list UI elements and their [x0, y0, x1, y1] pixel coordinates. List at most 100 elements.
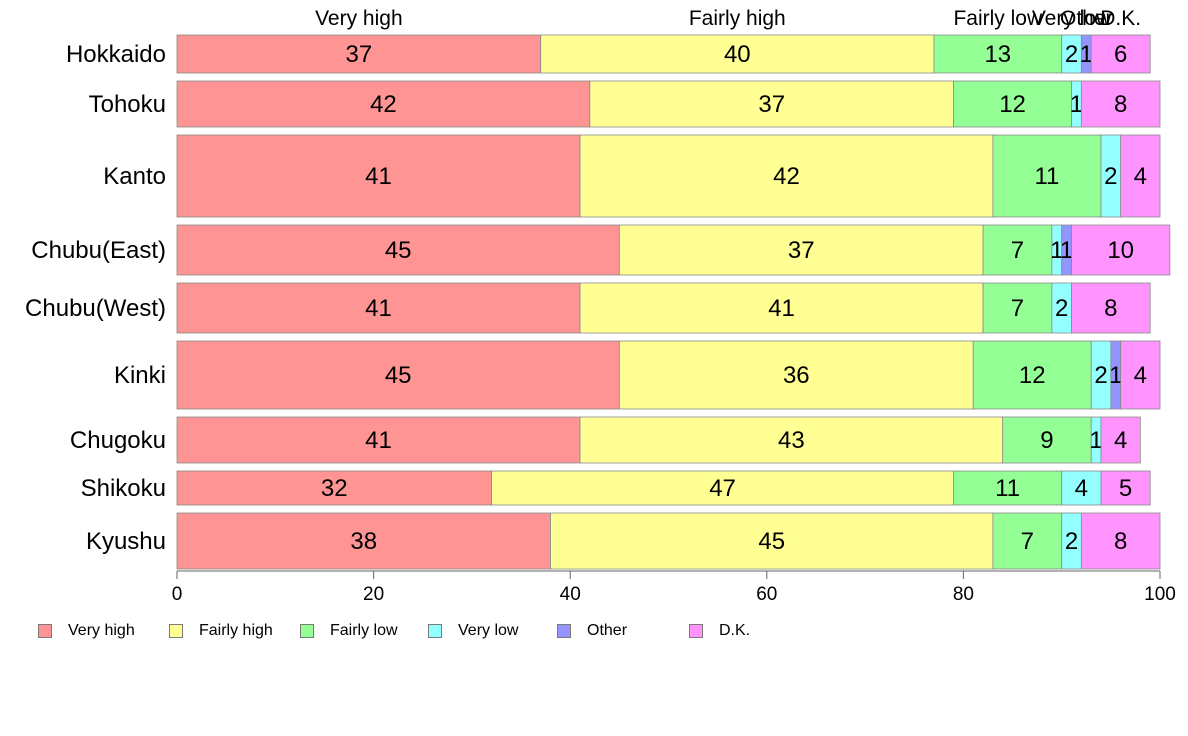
data-label: 37	[758, 91, 785, 118]
legend: Very high Fairly high Fairly low Very low Ot…	[38, 622, 798, 646]
data-label: 2	[1065, 41, 1078, 68]
bar-segment	[176, 470, 492, 506]
data-label: 42	[773, 163, 800, 190]
data-label: 12	[999, 91, 1026, 118]
data-label: 4	[1134, 362, 1147, 389]
legend-label: Other	[587, 622, 628, 639]
data-label: 40	[724, 41, 751, 68]
category-label: Tohoku	[89, 91, 166, 118]
legend-swatch	[428, 624, 442, 638]
top-series-label: Other	[1060, 7, 1113, 30]
bar-segment	[1080, 512, 1161, 570]
data-label: 37	[788, 237, 815, 264]
x-tick-label: 40	[560, 584, 581, 605]
category-label: Kinki	[114, 362, 166, 389]
category-label: Kyushu	[86, 528, 166, 555]
category-label: Kanto	[103, 163, 166, 190]
data-label: 8	[1114, 91, 1127, 118]
data-label: 7	[1021, 528, 1034, 555]
legend-label: D.K.	[719, 622, 751, 639]
bar-segment	[1100, 470, 1151, 506]
top-series-label: Very high	[315, 7, 403, 30]
bar-segment	[1071, 282, 1151, 334]
bar-segment	[982, 224, 1053, 276]
legend-item: Very high	[38, 622, 135, 640]
legend-label: Very low	[458, 622, 519, 639]
bar-segment	[992, 134, 1102, 218]
data-label: 6	[1114, 41, 1127, 68]
legend-item: Fairly low	[300, 622, 398, 640]
bar-segment	[953, 470, 1063, 506]
legend-label: Very high	[68, 622, 135, 639]
data-label: 4	[1134, 163, 1147, 190]
data-label: 41	[365, 295, 392, 322]
data-label: 5	[1119, 475, 1132, 502]
data-label: 41	[365, 163, 392, 190]
data-label: 1	[1080, 41, 1093, 68]
category-label: Shikoku	[81, 475, 166, 502]
data-label: 7	[1011, 295, 1024, 322]
legend-label: Fairly low	[330, 622, 398, 639]
data-label: 10	[1107, 237, 1134, 264]
bar-segment	[1090, 34, 1151, 74]
data-label: 9	[1040, 427, 1053, 454]
data-label: 2	[1104, 163, 1117, 190]
bar-segment	[550, 512, 994, 570]
top-series-label: Fairly high	[689, 7, 786, 30]
legend-swatch	[689, 624, 703, 638]
data-label: 32	[321, 475, 348, 502]
data-label: 38	[350, 528, 377, 555]
category-label: Chubu(East)	[31, 237, 166, 264]
x-tick-label: 60	[756, 584, 777, 605]
bar-segment	[176, 512, 551, 570]
data-label: 12	[1019, 362, 1046, 389]
category-label: Chubu(West)	[25, 295, 166, 322]
data-label: 1	[1109, 362, 1122, 389]
bar-segment	[982, 282, 1053, 334]
bar-segment	[1071, 224, 1171, 276]
bar-segment	[491, 470, 954, 506]
data-label: 36	[783, 362, 810, 389]
data-label: 2	[1055, 295, 1068, 322]
x-tick-label: 100	[1144, 584, 1176, 605]
data-label: 1	[1089, 427, 1102, 454]
category-label: Chugoku	[70, 427, 166, 454]
bar-segment	[176, 224, 620, 276]
data-label: 11	[995, 475, 1020, 502]
bar-segment	[1120, 134, 1161, 218]
legend-swatch	[38, 624, 52, 638]
bar-segment	[992, 512, 1063, 570]
data-label: 45	[385, 362, 412, 389]
data-label: 1	[1060, 237, 1073, 264]
category-label: Hokkaido	[66, 41, 166, 68]
top-series-label: Very low	[1032, 7, 1112, 30]
data-label: 2	[1094, 362, 1107, 389]
legend-label: Fairly high	[199, 622, 273, 639]
x-tick-label: 0	[172, 584, 183, 605]
bar-segment	[933, 34, 1063, 74]
legend-swatch	[300, 624, 314, 638]
data-label: 4	[1075, 475, 1088, 502]
bar-segment	[589, 80, 954, 128]
bar-segment	[1080, 80, 1161, 128]
data-label: 41	[768, 295, 795, 322]
x-tick-label: 20	[363, 584, 384, 605]
bar-segment	[618, 340, 974, 410]
data-label: 2	[1065, 528, 1078, 555]
bar-segment	[1100, 416, 1141, 464]
bar-segment	[618, 224, 984, 276]
data-label: 8	[1114, 528, 1127, 555]
legend-item: Very low	[428, 622, 518, 640]
legend-swatch	[557, 624, 571, 638]
legend-item: Other	[557, 622, 627, 640]
legend-item: D.K.	[689, 622, 750, 640]
data-label: 45	[385, 237, 412, 264]
data-label: 37	[346, 41, 373, 68]
data-label: 11	[1034, 163, 1059, 190]
data-label: 41	[365, 427, 392, 454]
data-label: 8	[1104, 295, 1117, 322]
bar-segment	[579, 282, 984, 334]
legend-item: Fairly high	[169, 622, 273, 640]
bar-segment	[972, 340, 1092, 410]
